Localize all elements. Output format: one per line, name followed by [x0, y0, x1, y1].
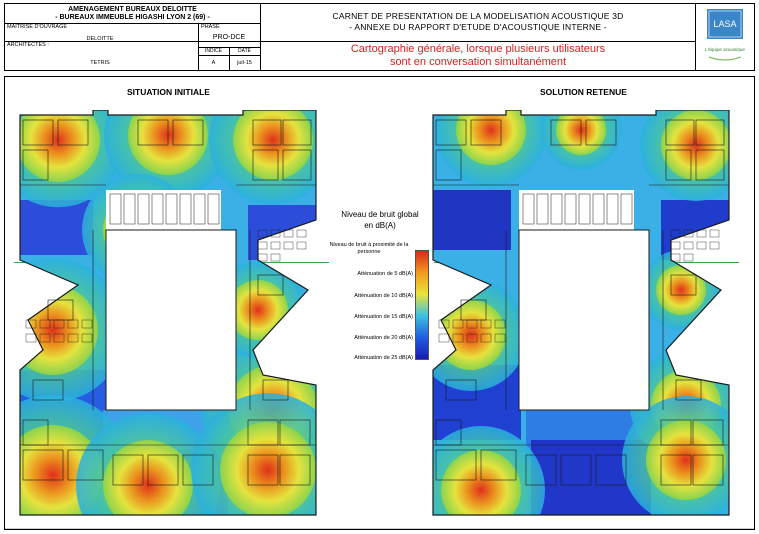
- project-line-1: AMENAGEMENT BUREAUX DELOITTE: [68, 6, 197, 13]
- left-panel-title: SITUATION INITIALE: [127, 87, 210, 97]
- bottom-rule: [5, 528, 754, 529]
- divider: [695, 4, 696, 70]
- description-line-1: Cartographie générale, lorsque plusieurs…: [350, 43, 606, 55]
- legend-title-line-2: en dB(A): [364, 221, 396, 230]
- document-title-line-2: - ANNEXE DU RAPPORT D'ETUDE D'ACOUSTIQUE…: [349, 22, 607, 32]
- divider: [5, 23, 260, 24]
- divider: [229, 47, 230, 70]
- phase-label: PHASE: [201, 24, 220, 30]
- divider: [5, 41, 260, 42]
- project-title: AMENAGEMENT BUREAUX DELOITTE - BUREAUX I…: [5, 6, 260, 22]
- divider: [260, 4, 261, 41]
- project-line-2: - BUREAUX IMMEUBLE HIGASHI LYON 2 (69) -: [55, 14, 210, 21]
- logo-text: LASA: [713, 19, 736, 29]
- legend-label-0: Niveau de bruit à proximité de la person…: [329, 242, 409, 255]
- main-frame: [4, 76, 755, 530]
- phase-value: PRO-DCE: [212, 34, 246, 41]
- index-label: INDICE: [205, 48, 222, 54]
- architect-label: ARCHITECTES :: [7, 42, 49, 48]
- legend-label-3: Atténuation de 15 dB(A): [354, 314, 413, 320]
- legend-label-4: Atténuation de 20 dB(A): [354, 335, 413, 341]
- title-block: AMENAGEMENT BUREAUX DELOITTE - BUREAUX I…: [4, 3, 755, 71]
- divider: [260, 41, 261, 71]
- legend-label-5: Atténuation de 25 dB(A): [354, 355, 413, 361]
- legend-label-2: Atténuation de 10 dB(A): [354, 293, 413, 299]
- right-panel-title: SOLUTION RETENUE: [540, 87, 627, 97]
- divider: [261, 41, 695, 42]
- legend-color-bar: [415, 250, 429, 360]
- company-logo: LASA L'équipe acoustique: [701, 7, 749, 67]
- description: Cartographie générale, lorsque plusieurs…: [261, 43, 695, 69]
- legend-labels: Niveau de bruit à proximité de la person…: [323, 242, 413, 362]
- acoustic-map-initial: [19, 110, 317, 516]
- legend-label-1: Atténuation de 5 dB(A): [357, 271, 413, 277]
- logo-tagline: L'équipe acoustique: [705, 47, 745, 52]
- date-value: juil-15: [237, 60, 252, 66]
- description-line-2: sont en conversation simultanément: [389, 56, 567, 68]
- acoustic-map-retained: [432, 110, 730, 516]
- owner-label: MAITRISE D'OUVRAGE: [7, 24, 68, 30]
- index-value: A: [211, 60, 216, 66]
- legend-title: Niveau de bruit global en dB(A): [330, 209, 430, 231]
- date-label: DATE: [238, 48, 251, 54]
- document-title-line-1: CARNET DE PRESENTATION DE LA MODELISATIO…: [332, 11, 624, 21]
- divider: [198, 23, 199, 70]
- document-title: CARNET DE PRESENTATION DE LA MODELISATIO…: [261, 11, 695, 33]
- legend-title-line-1: Niveau de bruit global: [341, 210, 419, 219]
- owner-value: DELOITTE: [86, 36, 114, 42]
- architect-value: TETRIS: [90, 60, 110, 66]
